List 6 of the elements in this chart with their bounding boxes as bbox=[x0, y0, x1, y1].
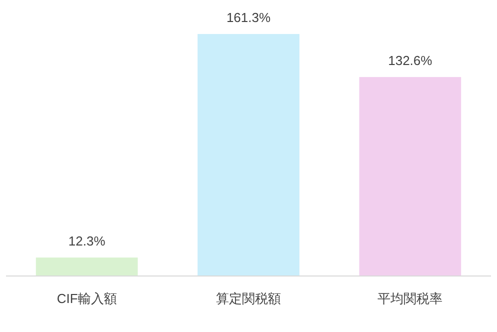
data-label: 12.3% bbox=[68, 234, 106, 249]
x-tick-label: 算定関税額 bbox=[216, 291, 281, 306]
data-label: 132.6% bbox=[388, 53, 433, 68]
x-tick-label: 平均関税率 bbox=[378, 291, 443, 306]
data-label: 161.3% bbox=[226, 10, 271, 25]
x-tick-label: CIF輸入額 bbox=[56, 291, 117, 306]
